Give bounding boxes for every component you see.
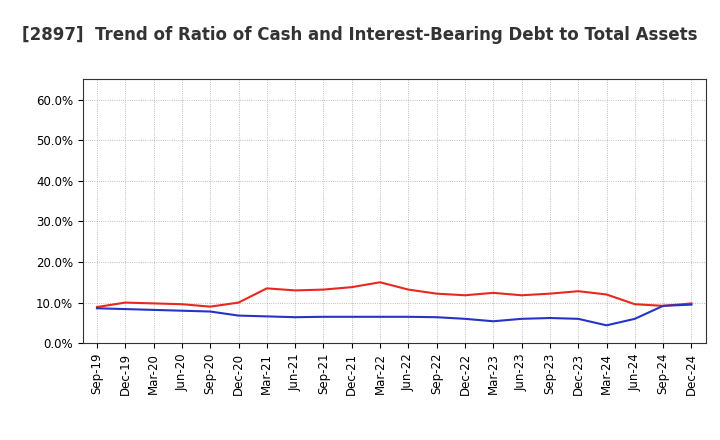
Cash [93,304,102,310]
Interest-Bearing Debt [404,314,413,319]
Interest-Bearing Debt [319,314,328,319]
Interest-Bearing Debt [574,316,582,322]
Cash [348,285,356,290]
Cash [489,290,498,296]
Interest-Bearing Debt [206,309,215,314]
Cash [631,301,639,307]
Interest-Bearing Debt [121,306,130,312]
Line: Interest-Bearing Debt: Interest-Bearing Debt [97,304,691,325]
Cash [602,292,611,297]
Interest-Bearing Debt [546,315,554,321]
Cash [178,301,186,307]
Cash [546,291,554,296]
Interest-Bearing Debt [93,306,102,311]
Cash [517,293,526,298]
Interest-Bearing Debt [263,314,271,319]
Cash [319,287,328,292]
Cash [234,300,243,305]
Line: Cash: Cash [97,282,691,307]
Cash [206,304,215,309]
Interest-Bearing Debt [149,307,158,312]
Cash [659,303,667,308]
Cash [376,280,384,285]
Interest-Bearing Debt [348,314,356,319]
Interest-Bearing Debt [432,315,441,320]
Interest-Bearing Debt [376,314,384,319]
Cash [149,301,158,306]
Cash [404,287,413,292]
Cash [461,293,469,298]
Cash [432,291,441,296]
Interest-Bearing Debt [631,316,639,322]
Text: [2897]  Trend of Ratio of Cash and Interest-Bearing Debt to Total Assets: [2897] Trend of Ratio of Cash and Intere… [22,26,698,44]
Cash [687,301,696,306]
Interest-Bearing Debt [659,303,667,308]
Cash [291,288,300,293]
Interest-Bearing Debt [687,302,696,307]
Interest-Bearing Debt [461,316,469,322]
Interest-Bearing Debt [602,323,611,328]
Cash [263,286,271,291]
Cash [574,289,582,294]
Cash [121,300,130,305]
Interest-Bearing Debt [234,313,243,318]
Interest-Bearing Debt [291,315,300,320]
Interest-Bearing Debt [178,308,186,313]
Interest-Bearing Debt [489,319,498,324]
Interest-Bearing Debt [517,316,526,322]
